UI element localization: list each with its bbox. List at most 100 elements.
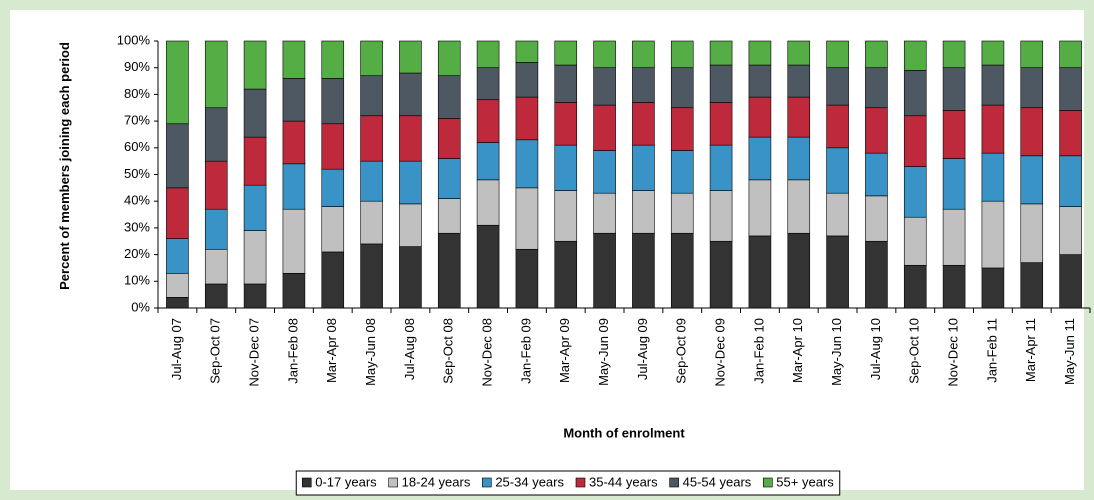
bar-segment bbox=[204, 208, 228, 250]
bar-segment bbox=[321, 251, 345, 309]
bar-segment bbox=[282, 163, 306, 210]
bar-segment bbox=[865, 67, 888, 109]
x-tick-label: Sep-Oct 10 bbox=[907, 318, 922, 384]
x-tick-label: May-Jun 08 bbox=[363, 318, 378, 386]
bar-segment bbox=[903, 70, 927, 117]
bar-segment bbox=[632, 232, 655, 309]
bar-segment bbox=[670, 107, 694, 151]
bar-segment bbox=[709, 190, 733, 242]
bar-segment bbox=[399, 115, 422, 162]
bar-segment bbox=[903, 115, 927, 167]
bar-segment bbox=[593, 192, 616, 234]
bar-segment bbox=[632, 67, 655, 103]
x-tick-label: Nov-Dec 10 bbox=[946, 318, 961, 387]
bar-segment bbox=[748, 40, 772, 66]
bar-segment bbox=[360, 40, 383, 77]
y-tick-label: 40% bbox=[124, 193, 150, 208]
bar-segment bbox=[166, 272, 189, 298]
bar-segment bbox=[981, 152, 1005, 202]
bar-segment bbox=[554, 64, 578, 103]
bar-segment bbox=[826, 104, 849, 149]
bar-segment bbox=[166, 187, 189, 239]
x-tick-label: Jul-Aug 07 bbox=[169, 318, 184, 380]
x-tick-label: Jan-Feb 09 bbox=[518, 318, 533, 384]
bar-segment bbox=[321, 40, 345, 79]
y-tick-label: 30% bbox=[124, 219, 150, 234]
bar-segment bbox=[1059, 40, 1082, 69]
bar-segment bbox=[399, 40, 422, 74]
y-tick-label: 90% bbox=[124, 59, 150, 74]
bar-segment bbox=[399, 160, 422, 205]
bar-segment bbox=[476, 40, 500, 69]
x-tick-label: Jul-Aug 09 bbox=[635, 318, 650, 380]
legend-box bbox=[295, 470, 841, 496]
bar-segment bbox=[787, 232, 811, 309]
bar-segment bbox=[515, 139, 539, 189]
bar-segment bbox=[593, 67, 616, 106]
bar-segment bbox=[360, 115, 383, 162]
legend-swatch bbox=[575, 477, 586, 488]
bar-segment bbox=[903, 40, 927, 71]
bar-segment bbox=[787, 136, 811, 181]
bar-segment bbox=[593, 150, 616, 194]
bar-segment bbox=[1059, 155, 1082, 207]
bar-segment bbox=[321, 78, 345, 125]
x-axis-title: Month of enrolment bbox=[563, 425, 685, 440]
bar-segment bbox=[787, 179, 811, 234]
bar-segment bbox=[321, 123, 345, 170]
legend-label: 35-44 years bbox=[589, 474, 658, 489]
y-tick-label: 0% bbox=[131, 299, 150, 314]
legend-label: 55+ years bbox=[776, 474, 834, 489]
bar-segment bbox=[243, 230, 267, 285]
bar-segment bbox=[243, 40, 267, 90]
x-tick-label: Jul-Aug 08 bbox=[402, 318, 417, 380]
x-tick-label: May-Jun 10 bbox=[829, 318, 844, 386]
bar-segment bbox=[399, 72, 422, 117]
bar-segment bbox=[981, 200, 1005, 269]
bar-segment bbox=[437, 158, 461, 199]
x-tick-label: Jan-Feb 11 bbox=[984, 318, 999, 383]
bar-segment bbox=[1020, 203, 1044, 263]
y-tick-label: 100% bbox=[117, 32, 151, 47]
bar-segment bbox=[437, 40, 461, 77]
bar-segment bbox=[437, 118, 461, 159]
bar-segment bbox=[709, 40, 733, 66]
bar-segment bbox=[942, 40, 966, 69]
y-tick-label: 20% bbox=[124, 246, 150, 261]
y-tick-label: 70% bbox=[124, 113, 150, 128]
bar-segment bbox=[554, 240, 578, 309]
bar-segment bbox=[204, 40, 228, 109]
bar-segment bbox=[670, 192, 694, 234]
bar-segment bbox=[1020, 107, 1044, 157]
bar-segment bbox=[476, 142, 500, 181]
bar-segment bbox=[865, 107, 888, 154]
x-tick-label: Mar-Apr 10 bbox=[790, 318, 805, 383]
bar-segment bbox=[1020, 40, 1044, 69]
bar-segment bbox=[166, 40, 189, 125]
bar-segment bbox=[826, 40, 849, 69]
bar-segment bbox=[243, 136, 267, 186]
x-tick-label: Mar-Apr 11 bbox=[1023, 318, 1038, 382]
bar-segment bbox=[670, 67, 694, 109]
x-tick-label: Sep-Oct 08 bbox=[441, 318, 456, 384]
bar-segment bbox=[204, 107, 228, 162]
legend-swatch bbox=[482, 477, 492, 488]
bar-segment bbox=[981, 64, 1005, 106]
legend-label: 0-17 years bbox=[315, 474, 377, 489]
y-tick-label: 50% bbox=[124, 166, 150, 181]
bar-segment bbox=[981, 40, 1005, 66]
bar-segment bbox=[476, 179, 500, 226]
legend: 0-17 years 18-24 years 25-34 years 35-44 ye… bbox=[295, 470, 841, 496]
bar-segment bbox=[1020, 155, 1044, 205]
bar-segment bbox=[632, 102, 655, 146]
bar-segment bbox=[360, 75, 383, 117]
bar-segment bbox=[748, 64, 772, 98]
bar-segment bbox=[942, 110, 966, 159]
bar-segment bbox=[787, 96, 811, 138]
bar-segment bbox=[321, 168, 345, 207]
bar-segment bbox=[1059, 110, 1082, 157]
bar-segment bbox=[826, 67, 849, 106]
bar-segment bbox=[787, 40, 811, 66]
